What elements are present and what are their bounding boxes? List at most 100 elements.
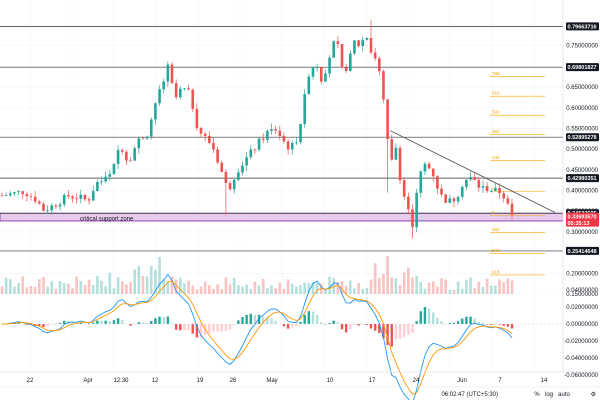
macd-histogram-bar [428,309,430,324]
candle-body [382,71,385,99]
volume-bar [486,279,489,294]
candle-body [274,129,277,130]
candle-body [374,53,377,59]
volume-bar [187,281,190,294]
candle-body [9,193,12,195]
macd-histogram-bar [403,324,405,337]
candle-body [142,138,145,139]
candle-body [84,195,87,199]
candle-body [411,209,414,227]
candle-body [21,191,24,194]
candle-body [424,164,427,172]
macd-histogram-bar [167,316,169,324]
volume-bar [473,288,476,294]
macd-histogram-bar [216,324,218,332]
volume-bar [482,287,485,294]
scale-button-auto[interactable]: auto [558,392,570,398]
macd-histogram-bar [295,324,297,326]
candle-body [457,197,460,202]
candle-body [30,196,33,197]
volume-bar [179,278,182,294]
scale-button-percent[interactable]: % [534,392,540,398]
volume-bar [225,277,228,294]
candle-body [303,94,306,124]
macd-histogram-bar [507,324,509,327]
volume-bar [498,279,501,294]
candle-body [67,195,70,196]
candle-body [104,177,107,182]
volume-bars [1,256,514,294]
candle-body [486,186,489,191]
candle-body [270,129,273,131]
macd-histogram-bar [183,324,185,330]
candle-body [449,198,452,203]
volume-bar [254,282,257,294]
candle-body [71,196,74,198]
volume-bar [13,287,16,294]
volume-bar [142,276,145,294]
volume-bar [274,288,277,294]
candle-body [287,141,290,149]
candle-body [349,54,352,71]
gear-icon[interactable]: ⚙ [591,391,596,398]
volume-bar [249,289,252,294]
candle-body [50,205,53,210]
macd-tick-label: 0.02000000 [566,305,598,311]
macd-histogram-bar [420,311,422,324]
candle-body [129,160,132,161]
volume-bar [366,288,369,294]
volume-bar [21,276,24,294]
candle-body [370,38,373,53]
macd-histogram-bar [457,321,459,324]
signal-line [2,281,512,394]
candle-body [345,67,348,70]
volume-bar [117,277,120,294]
candle-body [473,177,476,180]
macd-histogram-bar [163,317,165,324]
volume-bar [407,268,410,294]
macd-histogram-bar [411,324,413,333]
candle-body [469,177,472,180]
candle-body [121,150,124,152]
volume-bar [453,290,456,294]
volume-bar [457,281,460,294]
macd-histogram-bar [175,324,177,330]
candle-body [312,68,315,77]
volume-bar [328,277,331,294]
volume-bar [104,286,107,294]
macd-histogram-bar [142,323,144,324]
level-price-tag: 0.25414648 [566,247,599,255]
candle-body [432,168,435,176]
candle-body [295,142,298,143]
macd-histogram-bar [100,321,102,324]
candle-body [216,150,219,163]
candle-body [366,38,369,40]
volume-bar [109,273,112,294]
time-tick-label: 12 [152,378,159,384]
candle-body [357,40,360,46]
volume-bar [511,280,514,294]
candle-body [13,192,16,193]
volume-bar [507,279,510,294]
scale-button-log[interactable]: log [545,392,553,398]
price-tick-label: 0.55000000 [566,126,598,132]
volume-bar [241,287,244,294]
candle-body [498,188,501,193]
candle-body [63,195,66,204]
candle-body [395,148,398,160]
level-tag-label: 0.42980351 [568,176,597,182]
candle-body [100,181,103,182]
candle-body [266,131,269,140]
time-tick-label: Apr [83,378,92,384]
candle-body [299,124,302,142]
fib-level-label: 618 [492,269,500,274]
volume-bar [465,280,468,294]
macd-histogram-bar [104,321,106,324]
volume-bar [283,289,286,294]
macd-histogram-bar [274,321,276,324]
time-tick-label: 7 [498,378,502,384]
level-price-tag: 0.69801827 [566,63,599,71]
